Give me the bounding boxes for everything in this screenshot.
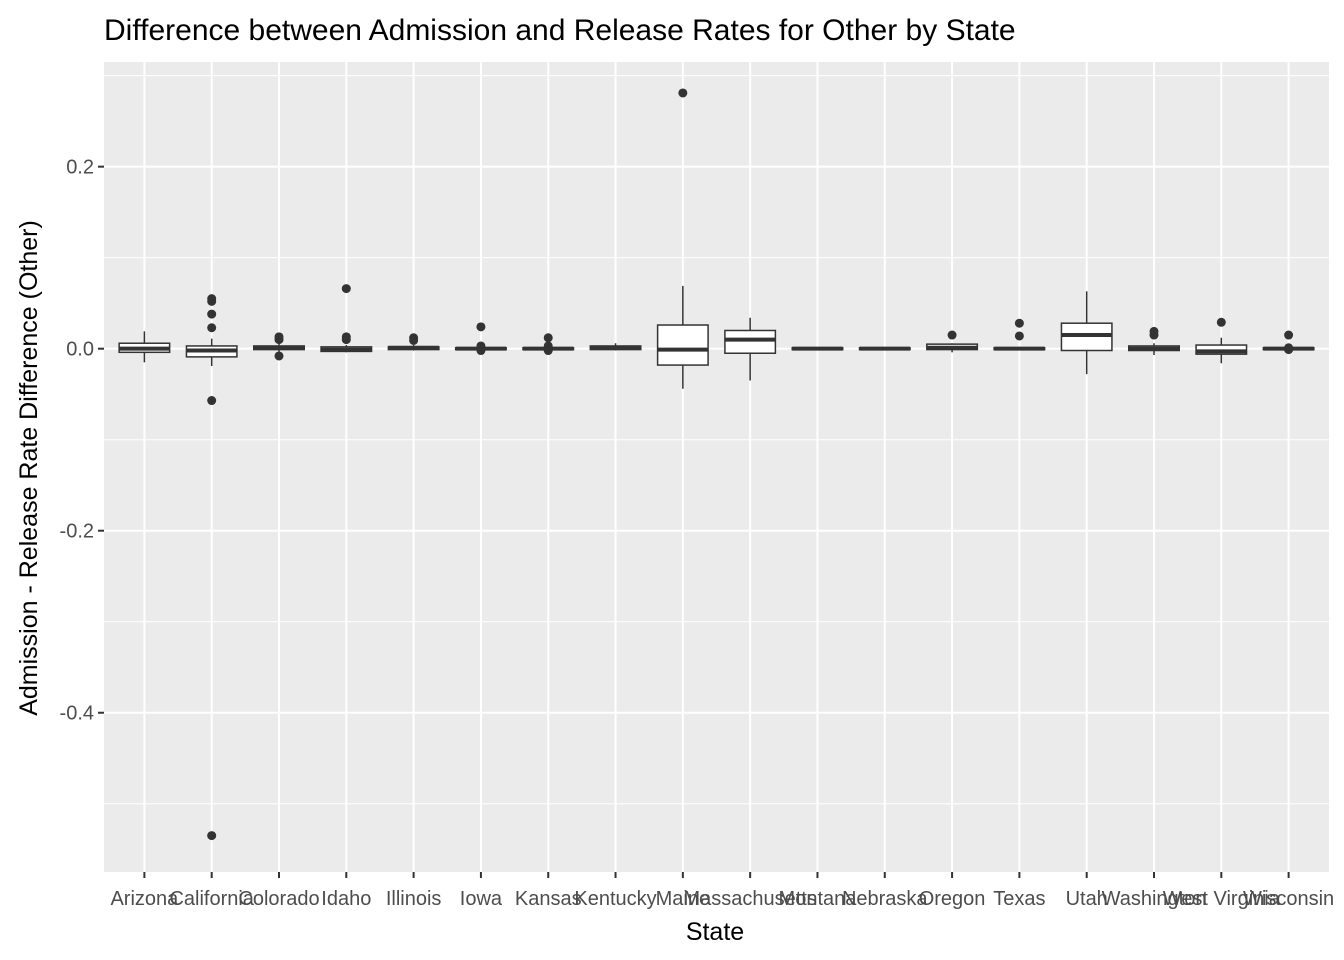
box-california [185,294,238,841]
outlier-point [1284,345,1294,355]
x-tick-label: Nebraska [842,888,928,910]
major-grid [104,62,1329,872]
x-tick-label: Kansas [515,888,582,910]
box-west-virginia [1195,317,1248,364]
box-arizona [118,331,171,363]
x-tick-label: Illinois [386,888,442,910]
box-oregon [926,330,979,353]
box-utah [1060,291,1113,375]
outlier-point [1014,318,1024,328]
outlier-point [207,296,217,306]
box-nebraska [858,346,911,351]
outlier-point [543,346,553,356]
y-tick-label: 0.0 [66,339,94,361]
outlier-point [1014,331,1024,341]
x-tick-label: Montana [779,888,858,910]
outlier-point [543,333,553,343]
x-tick-label: California [169,888,254,910]
x-tick-label: Utah [1066,888,1108,910]
outlier-point [207,323,217,333]
x-tick-label: Idaho [321,888,371,910]
plot-panel [104,62,1329,872]
outlier-point [274,351,284,361]
chart-title: Difference between Admission and Release… [104,14,1016,47]
outlier-point [1216,317,1226,327]
box-massachusetts [724,317,777,381]
box-montana [791,346,844,351]
outlier-point [207,396,217,406]
x-tick-label: Oregon [919,888,986,910]
outlier-point [476,346,486,356]
y-axis-title: Admission - Release Rate Difference (Oth… [15,220,43,716]
x-tick-label: Colorado [238,888,319,910]
box-wisconsin [1262,330,1315,355]
box-texas [993,318,1046,351]
x-tick-label: Maine [656,888,710,910]
outlier-point [207,309,217,319]
outlier-point [947,330,957,340]
box-washington [1128,326,1180,356]
y-tick-label: 0.2 [66,157,94,179]
outlier-point [207,831,217,841]
box-kentucky [589,343,642,351]
outlier-point [1284,330,1294,340]
box-illinois [387,333,440,351]
x-tick-label: Arizona [110,888,179,910]
x-tick-label: Texas [993,888,1045,910]
box-maine [656,88,709,389]
x-tick-label: Washington [1102,888,1207,910]
x-tick-label: West Virginia [1163,888,1281,910]
y-tick-label: -0.2 [60,521,94,543]
boxes-layer [118,88,1315,841]
y-axis: 0.2 0.0 -0.2 -0.4 [60,157,104,725]
outlier-point [678,88,688,98]
outlier-point [476,322,486,332]
x-tick-label: Iowa [460,888,503,910]
minor-grid [104,75,1329,805]
y-tick-label: -0.4 [60,703,94,725]
x-axis-title: State [686,918,744,946]
box-iowa [454,322,507,356]
box-idaho [320,284,373,353]
outlier-point [341,284,351,294]
box-colorado [253,332,305,361]
x-tick-label: Kentucky [574,888,656,910]
x-tick-label: Wisconsin [1243,888,1334,910]
outlier-point [409,335,419,345]
outlier-point [274,335,284,345]
outlier-point [1149,330,1159,340]
outlier-point [341,335,351,345]
x-tick-label: Massachusetts [683,888,816,910]
box-body [656,324,709,366]
box-body [724,329,777,354]
box-kansas [522,333,575,356]
